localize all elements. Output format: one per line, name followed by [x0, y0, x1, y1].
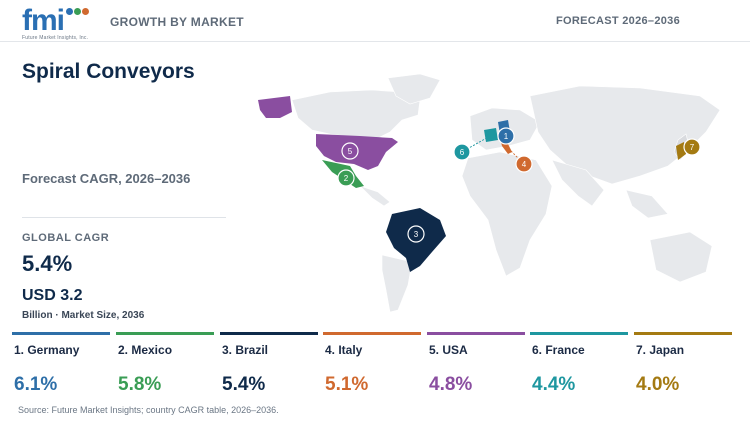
land-greenland	[387, 73, 441, 105]
land-asia	[529, 85, 721, 185]
marker-japan[interactable]: 7	[683, 138, 701, 156]
marker-mexico[interactable]: 2	[337, 169, 355, 187]
world-map: 1 2 3 4 5 6 7	[258, 73, 721, 313]
country-cagr: 4.4%	[532, 374, 576, 395]
card-accent-bar	[323, 332, 421, 335]
marker-label-usa: 5	[348, 147, 353, 156]
marker-label-germany: 1	[504, 132, 509, 141]
country-name: 3. Brazil	[222, 343, 269, 357]
marker-italy[interactable]: 4	[515, 155, 533, 173]
market-size-label: Billion · Market Size, 2036	[22, 310, 145, 321]
fmi-logo[interactable]: fmi Future Market Insights, Inc.	[22, 6, 94, 42]
country-name: 6. France	[532, 343, 585, 357]
country-cagr: 5.1%	[325, 374, 369, 395]
country-cagr: 5.8%	[118, 374, 162, 395]
country-card-mexico[interactable]: 2. Mexico 5.8%	[116, 332, 214, 402]
marker-label-france: 6	[460, 148, 465, 157]
marker-germany[interactable]: 1	[497, 127, 515, 145]
land-south-america	[381, 254, 413, 313]
marker-label-mexico: 2	[344, 174, 349, 183]
marker-usa[interactable]: 5	[341, 142, 359, 160]
card-accent-bar	[220, 332, 318, 335]
marker-brazil[interactable]: 3	[407, 225, 425, 243]
marker-label-brazil: 3	[414, 230, 419, 239]
land-australia	[649, 231, 713, 283]
country-card-usa[interactable]: 5. USA 4.8%	[427, 332, 525, 402]
card-accent-bar	[116, 332, 214, 335]
card-accent-bar	[12, 332, 110, 335]
card-accent-bar	[427, 332, 525, 335]
page-subtitle: Forecast CAGR, 2026–2036	[22, 171, 191, 186]
global-cagr-label: GLOBAL CAGR	[22, 232, 110, 244]
header-section-label: GROWTH BY MARKET	[110, 15, 244, 29]
card-accent-bar	[530, 332, 628, 335]
land-africa	[461, 151, 553, 277]
country-card-italy[interactable]: 4. Italy 5.1%	[323, 332, 421, 402]
country-usa-alaska	[258, 96, 292, 118]
land-central-america	[359, 185, 391, 207]
land-north-america	[291, 89, 421, 139]
land-masses	[291, 73, 721, 313]
page-title: Spiral Conveyors	[22, 60, 195, 83]
country-name: 2. Mexico	[118, 343, 173, 357]
country-card-france[interactable]: 6. France 4.4%	[530, 332, 628, 402]
country-name: 7. Japan	[636, 343, 685, 357]
logo-dots-icon	[66, 8, 92, 16]
country-card-japan[interactable]: 7. Japan 4.0%	[634, 332, 732, 402]
marker-label-italy: 4	[522, 160, 527, 169]
country-france	[484, 128, 498, 142]
header-forecast-label: FORECAST 2026–2036	[555, 15, 680, 27]
global-cagr-value: 5.4%	[22, 251, 73, 276]
country-cagr: 4.0%	[636, 374, 680, 395]
country-card-brazil[interactable]: 3. Brazil 5.4%	[220, 332, 318, 402]
divider	[22, 217, 226, 218]
land-south-asia	[551, 159, 605, 207]
country-name: 1. Germany	[14, 343, 80, 357]
country-name: 4. Italy	[325, 343, 363, 357]
country-cagr: 5.4%	[222, 374, 266, 395]
country-cagr: 4.8%	[429, 374, 473, 395]
card-accent-bar	[634, 332, 732, 335]
country-card-germany[interactable]: 1. Germany 6.1%	[12, 332, 110, 402]
land-southeast-asia	[625, 189, 669, 219]
header: fmi Future Market Insights, Inc. GROWTH …	[0, 0, 750, 42]
map-markers: 1 2 3 4 5 6 7	[337, 127, 701, 243]
country-cagr-cards: 1. Germany 6.1% 2. Mexico 5.8% 3. Brazil…	[12, 332, 736, 402]
marker-label-japan: 7	[690, 143, 695, 152]
country-name: 5. USA	[429, 343, 468, 357]
source-note: Source: Future Market Insights; country …	[18, 405, 279, 415]
logo-tagline: Future Market Insights, Inc.	[22, 35, 89, 41]
logo-wordmark: fmi	[22, 4, 65, 37]
country-cagr: 6.1%	[14, 374, 58, 395]
market-size-value: USD 3.2	[22, 287, 83, 304]
marker-france[interactable]: 6	[453, 143, 471, 161]
leader-line-france	[461, 135, 491, 153]
